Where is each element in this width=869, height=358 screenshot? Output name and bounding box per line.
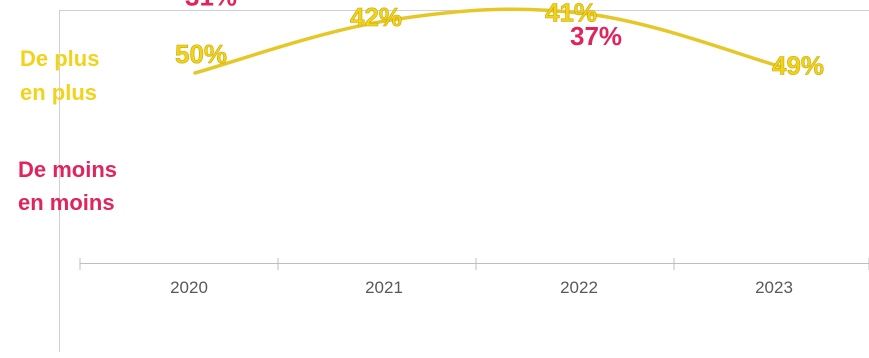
data-label-2020: 50% <box>175 39 227 69</box>
x-tick-label-2022: 2022 <box>560 278 598 297</box>
series-label-line: De plus <box>20 46 99 71</box>
series-label-de-plus-en-plus: De plus en plus <box>20 46 99 105</box>
series-lines <box>193 7 782 75</box>
x-tick-label-2023: 2023 <box>755 278 793 297</box>
data-label-2020: 31% <box>185 0 237 12</box>
series-label-line: en moins <box>18 190 115 215</box>
data-label-2022: 41% <box>545 0 597 28</box>
data-label-2023: 49% <box>772 50 824 80</box>
series-label-de-moins-en-moins: De moins en moins <box>18 157 117 215</box>
series-line-de-plus-en-plus <box>193 7 782 75</box>
data-label-2021: 42% <box>350 2 402 32</box>
x-tick-label-2021: 2021 <box>365 278 403 297</box>
x-tick-label-2020: 2020 <box>170 278 208 297</box>
data-label-2022: 37% <box>570 21 622 51</box>
series-label-line: De moins <box>18 157 117 182</box>
x-axis-ticks: 2020 2021 2022 2023 <box>79 258 869 297</box>
data-labels: 50%42%41%49%31%37%33% <box>175 0 825 81</box>
series-label-line: en plus <box>20 80 97 105</box>
